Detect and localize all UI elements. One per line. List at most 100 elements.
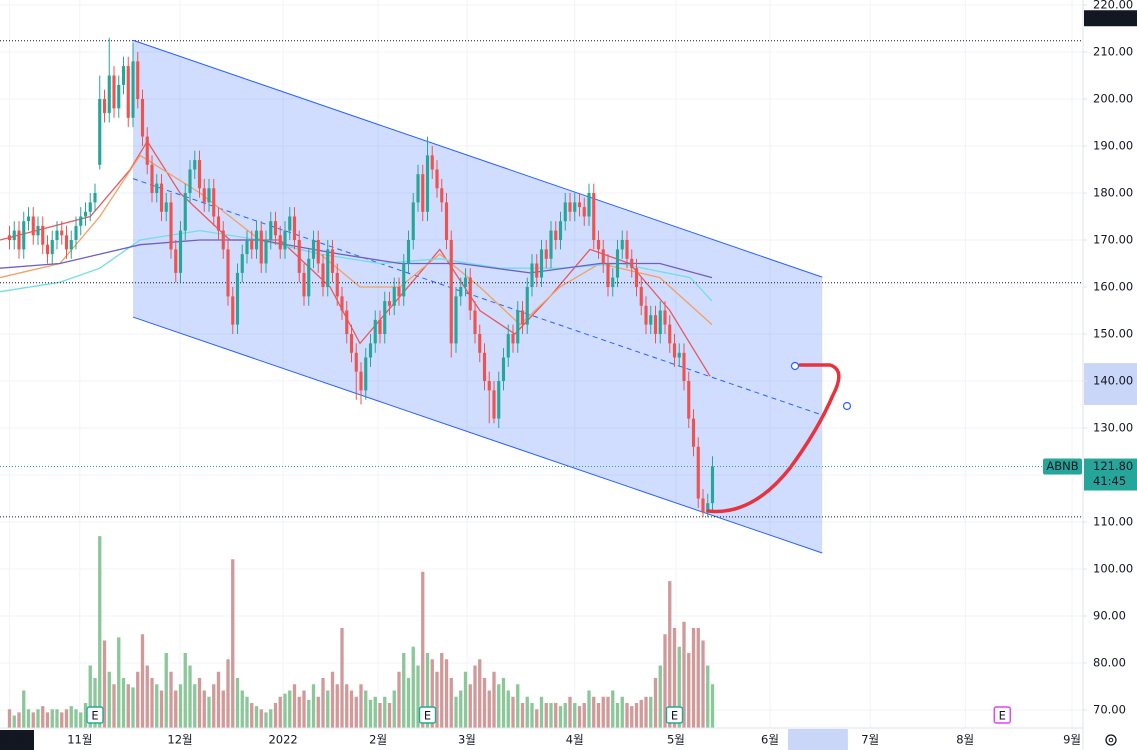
candle-body [359,371,363,391]
candle-body [98,98,102,165]
volume-bar [7,709,12,728]
candle-body [302,272,306,297]
volume-bar [26,709,31,728]
candle-body [435,169,439,189]
volume-bar [335,684,339,728]
countdown: 41:45 [1093,474,1126,488]
x-tick-label: 2월 [369,733,387,747]
volume-bar [202,690,206,728]
candle-body [473,310,477,334]
volume-bar [140,634,145,728]
candle-body [535,263,539,278]
x-tick-label: 9월 [1063,733,1081,747]
time-selection [788,729,848,750]
y-tick-label: 160.00 [1093,279,1133,293]
volume-bar [17,712,21,728]
volume-bar [269,709,273,728]
earnings-marker[interactable]: E [993,706,1011,724]
volume-bar [197,678,202,728]
candle-body [174,249,178,273]
volume-bar [231,559,235,728]
volume-bar [102,640,107,728]
candle-body [463,277,468,287]
volume-bar [530,703,534,728]
candle-body [212,188,216,217]
volume-bar [440,653,444,728]
candle-body [202,188,206,203]
volume-bar [254,706,259,728]
candle-body [501,357,506,381]
volume-bar [411,646,415,728]
curve-handle[interactable] [790,361,800,371]
earnings-marker[interactable]: E [86,706,104,724]
volume-bar [387,703,392,728]
candle-body [506,333,510,358]
x-tick-label: 3월 [458,733,476,747]
volume-bar [516,684,520,728]
gear-icon[interactable] [1105,734,1117,746]
curve-handle[interactable] [842,401,852,411]
x-tick-label: 8월 [956,733,974,747]
candle-body [17,230,21,250]
volume-bar [691,628,696,728]
candle-body [64,235,69,250]
candle-body [164,202,168,212]
volume-bar [706,665,710,728]
earnings-marker[interactable]: E [665,706,684,724]
candle-body [150,164,154,193]
candle-body [197,160,202,189]
volume-bar [212,684,216,728]
volume-bar [150,678,154,728]
volume-bar [444,659,449,728]
candle-body [516,310,520,344]
candle-body [634,268,639,287]
volume-bar [644,696,648,728]
candle-body [126,66,130,118]
volume-bar [606,696,610,728]
earnings-box [665,706,684,724]
settings-button[interactable] [1105,734,1117,746]
volume-bar [687,653,691,728]
x-tick-label: 7월 [861,733,879,747]
volume-bar [88,665,92,728]
gear-center [1108,737,1114,743]
candle-body [235,272,240,325]
candle-body [459,286,463,297]
volume-bar [311,684,316,728]
volume-bar [69,706,73,728]
curve-path [706,363,841,514]
drawing-curve[interactable] [706,361,852,514]
candle-body [696,446,700,499]
earnings-box [418,706,437,724]
x-tick-label: 12월 [167,733,192,747]
volume-bar [345,684,349,728]
moving-average [0,154,713,326]
volume-bar [430,659,434,728]
y-tick-label: 90.00 [1093,608,1126,622]
volume-bar [544,703,548,728]
earnings-marker[interactable]: E [418,706,437,724]
candle-body [383,301,387,334]
volume-bar [392,690,396,728]
y-tick-label: 210.00 [1093,44,1133,58]
volume-bar [22,690,26,728]
candle-body [663,310,667,325]
candle-body [259,230,263,264]
volume-bar [539,696,544,728]
candle-body [530,263,534,287]
candle-body [273,221,278,236]
candle-body [601,249,605,264]
candle-body [178,230,183,273]
candle-body [497,380,501,419]
candle-body [55,230,59,240]
volume-bar [383,696,387,728]
x-tick-label: 4월 [566,733,584,747]
y-tick-label: 70.00 [1093,702,1126,716]
volume-bar [478,659,482,728]
candle-body [140,98,145,137]
x-tick-label: 5월 [667,733,685,747]
candle-body [444,202,449,240]
volume-bar [316,696,320,728]
time-axis [0,728,1083,750]
